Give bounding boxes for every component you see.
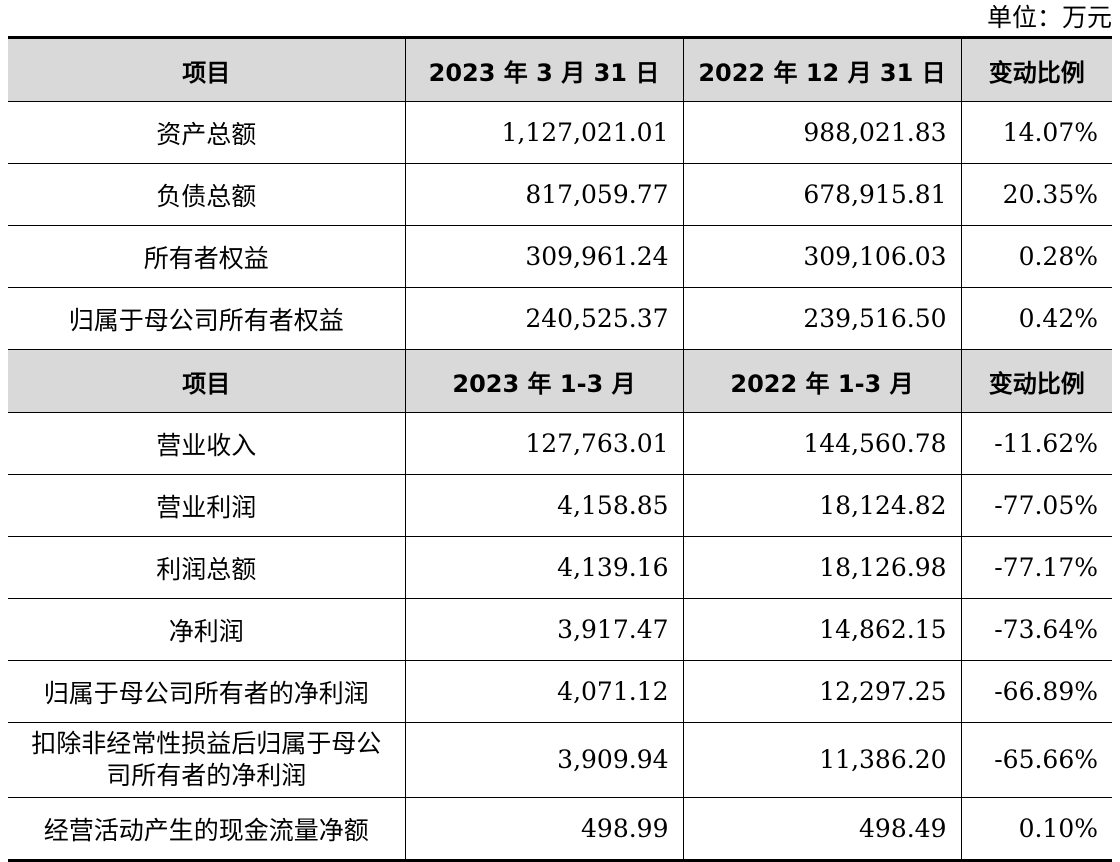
table-row: 净利润 3,917.47 14,862.15 -73.64% — [8, 598, 1112, 661]
row-prior: 11,386.20 — [682, 722, 962, 798]
table-row: 资产总额 1,127,021.01 988,021.83 14.07% — [8, 101, 1112, 164]
row-change: -77.17% — [960, 536, 1112, 599]
row-item: 扣除非经常性损益后归属于母公司所有者的净利润 — [8, 722, 406, 798]
row-current: 498.99 — [404, 797, 684, 861]
row-change: -77.05% — [960, 474, 1112, 537]
row-change: 14.07% — [960, 101, 1112, 164]
table-row: 归属于母公司所有者权益 240,525.37 239,516.50 0.42% — [8, 287, 1112, 350]
row-change: -73.64% — [960, 598, 1112, 661]
row-current: 4,139.16 — [404, 536, 684, 599]
row-change: 0.10% — [960, 797, 1112, 861]
row-prior: 18,126.98 — [682, 536, 962, 599]
row-current: 4,071.12 — [404, 660, 684, 723]
row-change: 0.42% — [960, 287, 1112, 350]
table-row: 归属于母公司所有者的净利润 4,071.12 12,297.25 -66.89% — [8, 660, 1112, 723]
row-prior: 498.49 — [682, 797, 962, 861]
row-current: 127,763.01 — [404, 412, 684, 475]
row-current: 3,917.47 — [404, 598, 684, 661]
row-item: 资产总额 — [8, 101, 406, 164]
row-item: 负债总额 — [8, 163, 406, 226]
row-prior: 14,862.15 — [682, 598, 962, 661]
header-change-ratio: 变动比例 — [960, 37, 1112, 102]
row-change: -66.89% — [960, 660, 1112, 723]
header-item: 项目 — [8, 349, 406, 413]
table-header-balance: 项目 2023 年 3 月 31 日 2022 年 12 月 31 日 变动比例 — [8, 37, 1112, 102]
row-item: 净利润 — [8, 598, 406, 661]
row-prior: 18,124.82 — [682, 474, 962, 537]
row-current: 1,127,021.01 — [404, 101, 684, 164]
row-current: 4,158.85 — [404, 474, 684, 537]
row-item: 所有者权益 — [8, 225, 406, 288]
row-current: 240,525.37 — [404, 287, 684, 350]
header-change-ratio: 变动比例 — [960, 349, 1112, 413]
row-prior: 678,915.81 — [682, 163, 962, 226]
table-row: 营业利润 4,158.85 18,124.82 -77.05% — [8, 474, 1112, 537]
row-prior: 144,560.78 — [682, 412, 962, 475]
row-item: 营业收入 — [8, 412, 406, 475]
row-item: 营业利润 — [8, 474, 406, 537]
table-row: 营业收入 127,763.01 144,560.78 -11.62% — [8, 412, 1112, 475]
row-item: 经营活动产生的现金流量净额 — [8, 797, 406, 861]
header-item: 项目 — [8, 37, 406, 102]
table-row: 负债总额 817,059.77 678,915.81 20.35% — [8, 163, 1112, 226]
row-prior: 12,297.25 — [682, 660, 962, 723]
unit-label: 单位：万元 — [986, 3, 1112, 32]
row-current: 3,909.94 — [404, 722, 684, 798]
row-change: -11.62% — [960, 412, 1112, 475]
row-current: 817,059.77 — [404, 163, 684, 226]
row-change: -65.66% — [960, 722, 1112, 798]
financial-summary-table: 项目 2023 年 3 月 31 日 2022 年 12 月 31 日 变动比例… — [8, 36, 1112, 862]
header-prior-period: 2022 年 1-3 月 — [682, 349, 962, 413]
table-header-income: 项目 2023 年 1-3 月 2022 年 1-3 月 变动比例 — [8, 349, 1112, 413]
row-prior: 239,516.50 — [682, 287, 962, 350]
table-row: 所有者权益 309,961.24 309,106.03 0.28% — [8, 225, 1112, 288]
table-row: 扣除非经常性损益后归属于母公司所有者的净利润 3,909.94 11,386.2… — [8, 722, 1112, 798]
row-change: 0.28% — [960, 225, 1112, 288]
header-current-period: 2023 年 3 月 31 日 — [404, 37, 684, 102]
header-current-period: 2023 年 1-3 月 — [404, 349, 684, 413]
row-item: 利润总额 — [8, 536, 406, 599]
row-item: 归属于母公司所有者权益 — [8, 287, 406, 350]
row-current: 309,961.24 — [404, 225, 684, 288]
row-item: 归属于母公司所有者的净利润 — [8, 660, 406, 723]
header-prior-period: 2022 年 12 月 31 日 — [682, 37, 962, 102]
row-prior: 988,021.83 — [682, 101, 962, 164]
row-change: 20.35% — [960, 163, 1112, 226]
table-row: 利润总额 4,139.16 18,126.98 -77.17% — [8, 536, 1112, 599]
row-prior: 309,106.03 — [682, 225, 962, 288]
table-row: 经营活动产生的现金流量净额 498.99 498.49 0.10% — [8, 797, 1112, 861]
